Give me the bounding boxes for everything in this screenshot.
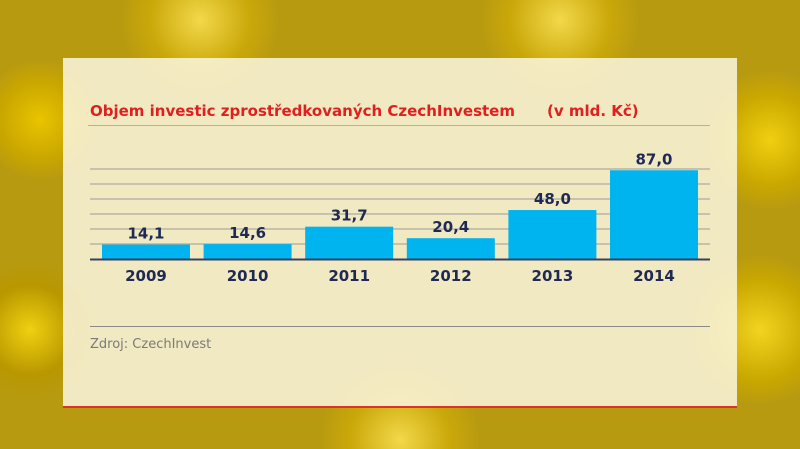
x-tick-label: 2013 xyxy=(532,267,574,285)
x-tick-label: 2012 xyxy=(430,267,472,285)
data-label: 87,0 xyxy=(635,150,672,168)
title-divider xyxy=(88,125,710,126)
x-tick-label: 2010 xyxy=(227,267,269,285)
bar-chart: 14,1 2009 14,6 2010 31,7 2011 20,4 2012 48,0 2013… xyxy=(90,150,710,285)
bar-2013 xyxy=(508,210,597,259)
bar-2011 xyxy=(305,226,394,259)
bar-2012 xyxy=(406,238,495,259)
data-label: 20,4 xyxy=(432,218,469,236)
chart-title: Objem investic zprostředkovaných CzechIn… xyxy=(90,102,515,120)
bar-2010 xyxy=(203,244,292,259)
data-label: 14,6 xyxy=(229,224,266,242)
source-note: Zdroj: CzechInvest xyxy=(90,337,212,352)
x-tick-label: 2009 xyxy=(125,267,167,285)
unit-label: (v mld. Kč) xyxy=(547,102,639,120)
bar-2009 xyxy=(102,244,190,259)
data-label: 14,1 xyxy=(127,225,164,243)
x-tick-label: 2011 xyxy=(328,267,370,285)
chart-panel: Objem investic zprostředkovaných CzechIn… xyxy=(63,58,737,408)
data-label: 31,7 xyxy=(331,207,368,225)
source-divider xyxy=(90,326,710,327)
bar-2014 xyxy=(610,170,698,259)
data-label: 48,0 xyxy=(534,190,571,208)
x-tick-label: 2014 xyxy=(633,267,675,285)
